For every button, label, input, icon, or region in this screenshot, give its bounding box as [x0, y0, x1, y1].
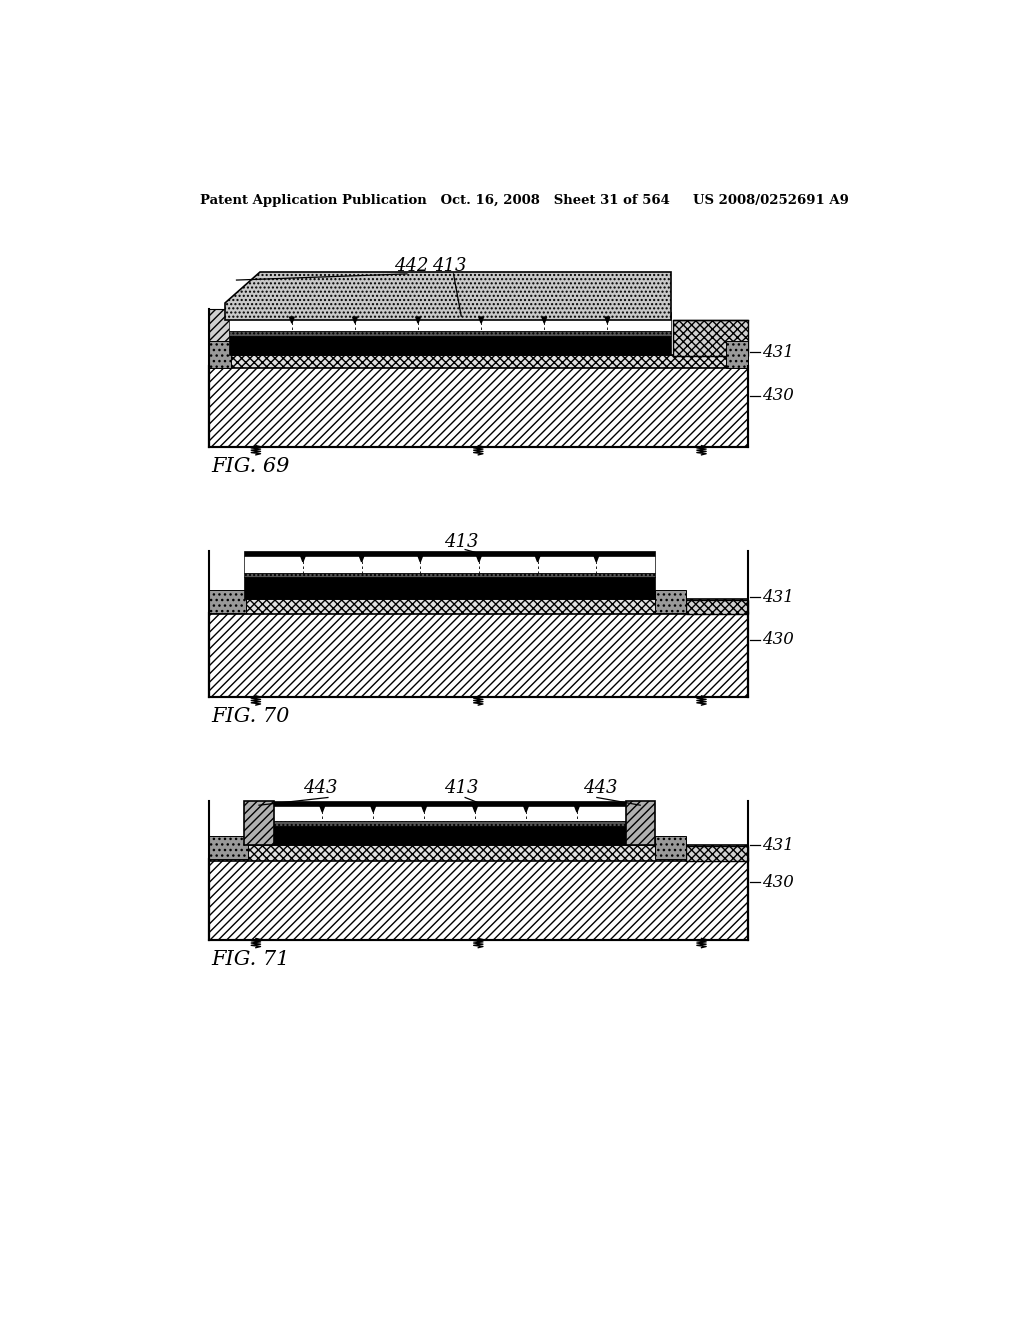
Text: 431: 431 [762, 589, 794, 606]
Bar [209, 309, 232, 355]
Text: Patent Application Publication   Oct. 16, 2008   Sheet 31 of 564     US 2008/025: Patent Application Publication Oct. 16, … [201, 194, 849, 207]
Polygon shape [352, 317, 357, 323]
Polygon shape [319, 807, 325, 812]
Text: 430: 430 [762, 874, 794, 891]
Bar [209, 836, 248, 859]
Bar [673, 321, 748, 355]
Bar [209, 590, 246, 612]
Bar [245, 556, 655, 573]
Bar [228, 317, 671, 331]
Text: 442: 442 [393, 257, 428, 275]
Bar [209, 367, 748, 447]
Text: 413: 413 [444, 533, 478, 550]
Polygon shape [290, 317, 294, 323]
Text: 431: 431 [762, 345, 794, 360]
Bar [245, 552, 655, 556]
Bar [271, 825, 628, 845]
Polygon shape [542, 317, 547, 323]
Bar [245, 573, 655, 577]
Bar [228, 313, 671, 317]
Bar [228, 335, 671, 355]
Bar [686, 846, 748, 861]
Bar [271, 801, 628, 807]
Bar [245, 577, 655, 599]
Text: FIG. 69: FIG. 69 [212, 457, 290, 477]
Text: 430: 430 [762, 387, 794, 404]
Bar [726, 341, 748, 368]
Polygon shape [574, 807, 580, 812]
Polygon shape [418, 556, 423, 562]
Text: 413: 413 [444, 779, 478, 797]
Bar [209, 612, 748, 697]
Bar [655, 590, 686, 612]
Bar [209, 341, 231, 368]
Polygon shape [416, 317, 421, 323]
Text: 431: 431 [762, 837, 794, 854]
Text: 443: 443 [303, 779, 338, 797]
Polygon shape [359, 556, 364, 562]
Polygon shape [536, 556, 540, 562]
Bar [271, 807, 628, 821]
Bar [271, 821, 628, 825]
Text: FIG. 71: FIG. 71 [212, 949, 290, 969]
Polygon shape [301, 556, 305, 562]
Polygon shape [422, 807, 426, 812]
Bar [686, 599, 748, 614]
Polygon shape [476, 556, 481, 562]
Bar [209, 845, 748, 861]
Bar [209, 355, 748, 368]
Polygon shape [605, 317, 609, 323]
Polygon shape [523, 807, 528, 812]
Bar [245, 801, 273, 845]
Bar [228, 331, 671, 335]
Polygon shape [371, 807, 376, 812]
Text: 430: 430 [762, 631, 794, 648]
Bar [209, 599, 748, 614]
Bar [627, 801, 655, 845]
Polygon shape [473, 807, 477, 812]
Bar [655, 836, 686, 859]
Bar [209, 859, 748, 940]
Text: FIG. 70: FIG. 70 [212, 708, 290, 726]
Polygon shape [594, 556, 599, 562]
Polygon shape [479, 317, 483, 323]
Text: 443: 443 [584, 779, 618, 797]
Polygon shape [225, 272, 671, 321]
Text: 413: 413 [432, 257, 467, 275]
